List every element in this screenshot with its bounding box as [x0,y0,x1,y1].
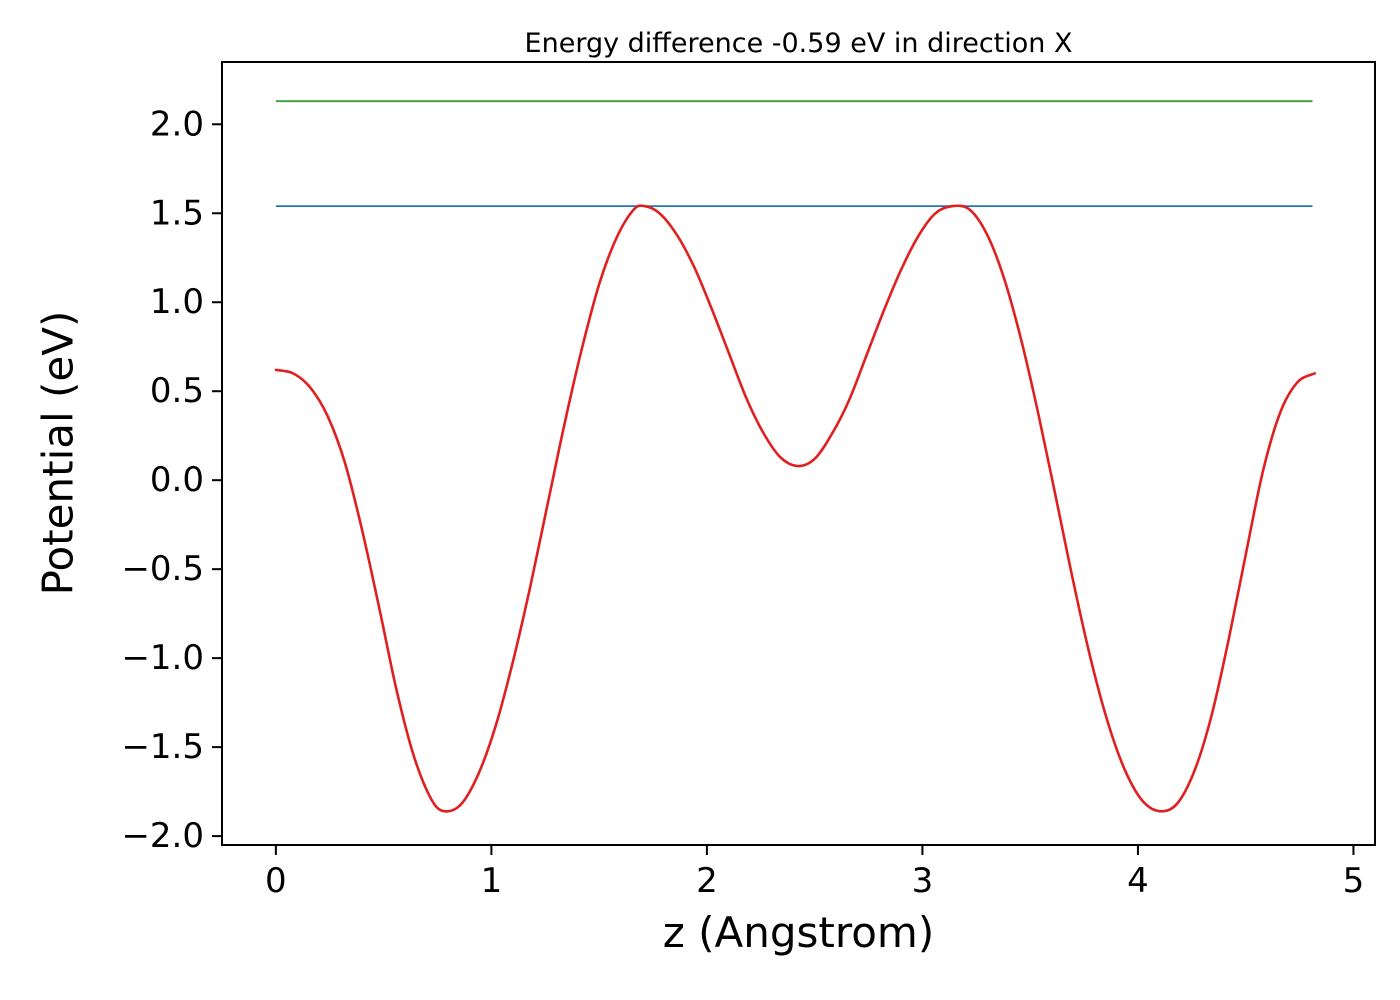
y-tick-label: −2.0 [121,816,204,856]
x-tick-label: 4 [1127,861,1149,901]
x-tick-label: 1 [481,861,503,901]
y-tick-label: −1.5 [121,727,204,767]
x-tick-label: 5 [1343,861,1365,901]
y-tick-label: −0.5 [121,549,204,589]
y-tick-label: 1.0 [150,282,204,322]
y-tick-label: 0.0 [150,460,204,500]
x-axis-label: z (Angstrom) [662,908,935,957]
y-tick-label: −1.0 [121,638,204,678]
x-tick-label: 2 [696,861,718,901]
potential-curve [274,204,1316,813]
plot-background [222,62,1375,845]
y-tick-label: 1.5 [150,193,204,233]
axes-spines [221,61,1376,846]
x-tick-label: 0 [265,861,287,901]
y-tick-label: 0.5 [150,371,204,411]
chart-title: Energy difference -0.59 eV in direction … [524,28,1073,59]
x-tick-label: 3 [912,861,934,901]
y-axis-label: Potential (eV) [33,310,83,596]
y-tick-label: 2.0 [150,104,204,144]
